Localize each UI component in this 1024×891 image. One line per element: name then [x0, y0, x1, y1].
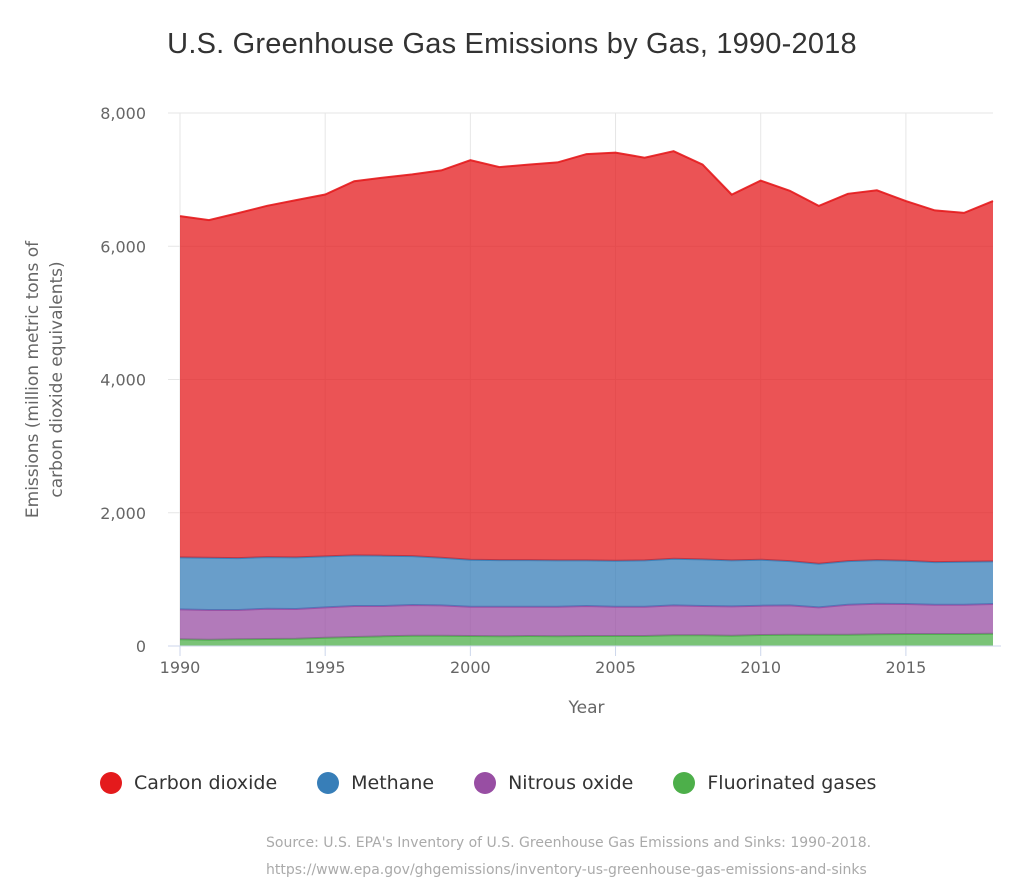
x-tick-label: 1990	[160, 658, 201, 677]
x-tick-label: 2005	[595, 658, 636, 677]
y-tick-label: 8,000	[100, 104, 146, 123]
x-tick-label: 2015	[886, 658, 927, 677]
x-axis-title: Year	[568, 698, 605, 718]
y-tick-label: 2,000	[100, 504, 146, 523]
fluorinated-gases-dot-icon	[673, 772, 696, 794]
chart-title: U.S. Greenhouse Gas Emissions by Gas, 19…	[167, 28, 857, 60]
y-tick-label: 4,000	[100, 371, 146, 390]
y-axis-title-line-2: carbon dioxide equivalents)	[47, 261, 67, 497]
legend-label: Fluorinated gases	[707, 772, 877, 794]
y-tick-label: 0	[136, 637, 146, 656]
methane-dot-icon	[317, 772, 340, 794]
y-axis-title-line-1: Emissions (million metric tons of	[23, 240, 43, 518]
legend-label: Nitrous oxide	[508, 772, 634, 794]
legend-item-fluorinated-gases[interactable]: Fluorinated gases	[673, 772, 876, 794]
nitrous-oxide-dot-icon	[474, 772, 497, 794]
x-tick-label: 1995	[305, 658, 346, 677]
y-tick-label: 6,000	[100, 237, 146, 256]
source-url: https://www.epa.gov/ghgemissions/invento…	[266, 862, 867, 878]
line-carbon-dioxide	[179, 150, 994, 222]
legend-label: Carbon dioxide	[134, 772, 278, 794]
axes: 0 2,000 4,000 6,000 8,000 1990 1995 2000 2005 201…	[100, 104, 1001, 677]
area-methane[interactable]	[180, 555, 993, 610]
source-citation: Source: U.S. EPA's Inventory of U.S. Gre…	[266, 835, 872, 851]
carbon-dioxide-dot-icon	[100, 772, 122, 794]
legend-item-methane[interactable]: Methane	[317, 772, 434, 794]
legend-item-nitrous-oxide[interactable]: Nitrous oxide	[474, 772, 633, 794]
area-carbon-dioxide[interactable]	[180, 151, 993, 564]
area-nitrous-oxide[interactable]	[180, 603, 993, 640]
x-tick-label: 2000	[450, 658, 491, 677]
legend-label: Methane	[351, 772, 435, 794]
legend: Carbon dioxide Methane Nitrous oxide Flu…	[100, 772, 916, 794]
x-tick-label: 2010	[740, 658, 781, 677]
legend-item-carbon-dioxide[interactable]: Carbon dioxide	[100, 772, 277, 794]
chart-plot: 0 2,000 4,000 6,000 8,000 1990 1995 2000 2005 201…	[23, 104, 1001, 718]
area-layers	[179, 150, 994, 646]
